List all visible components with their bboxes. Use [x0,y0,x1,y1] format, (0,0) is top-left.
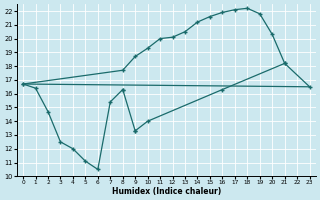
X-axis label: Humidex (Indice chaleur): Humidex (Indice chaleur) [112,187,221,196]
